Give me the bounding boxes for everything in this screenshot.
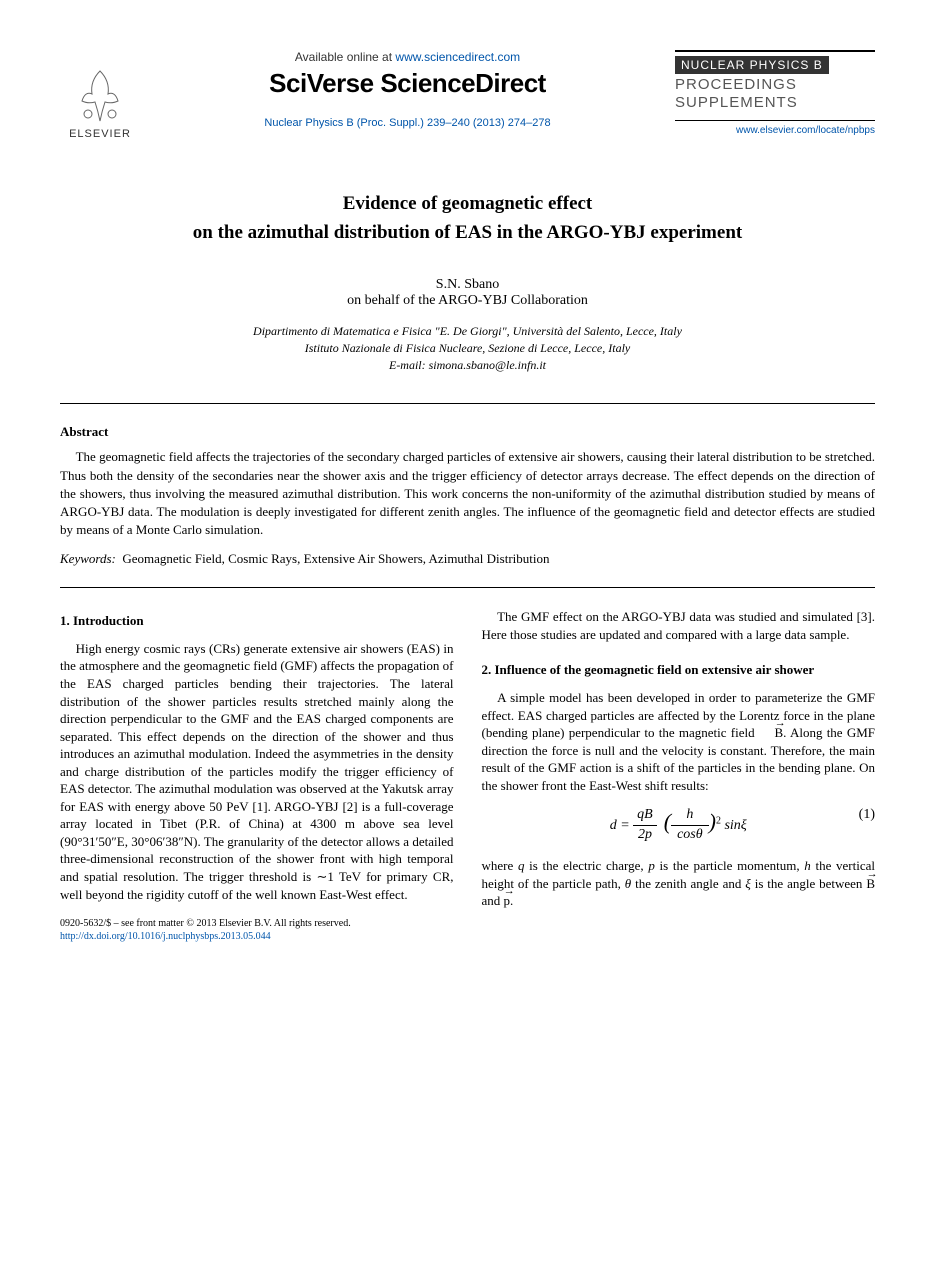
elsevier-tree-icon bbox=[70, 66, 130, 126]
rule-top bbox=[60, 403, 875, 404]
center-header: Available online at www.sciencedirect.co… bbox=[140, 50, 675, 129]
abstract-text: The geomagnetic field affects the trajec… bbox=[60, 448, 875, 539]
page-header: ELSEVIER Available online at www.science… bbox=[60, 50, 875, 140]
equation-1-body: d = qB2p (hcosθ)2 sinξ bbox=[610, 818, 747, 833]
doi-link[interactable]: http://dx.doi.org/10.1016/j.nuclphysbps.… bbox=[60, 931, 271, 942]
title-block: Evidence of geomagnetic effect on the az… bbox=[60, 190, 875, 247]
section-2-p1: A simple model has been developed in ord… bbox=[482, 689, 876, 794]
affiliation-1: Dipartimento di Matematica e Fisica "E. … bbox=[253, 324, 682, 338]
journal-subtitle: PROCEEDINGS SUPPLEMENTS bbox=[675, 76, 875, 112]
section-1-p2: The GMF effect on the ARGO-YBJ data was … bbox=[482, 608, 876, 643]
author-behalf: on behalf of the ARGO-YBJ Collaboration bbox=[347, 293, 588, 308]
available-online: Available online at www.sciencedirect.co… bbox=[160, 50, 655, 64]
paper-title: Evidence of geomagnetic effect on the az… bbox=[60, 190, 875, 247]
section-2-p2: where q is the electric charge, p is the… bbox=[482, 857, 876, 910]
copyright-text: 0920-5632/$ – see front matter © 2013 El… bbox=[60, 918, 351, 929]
equation-1: d = qB2p (hcosθ)2 sinξ (1) bbox=[482, 806, 876, 845]
keywords-line: Keywords: Geomagnetic Field, Cosmic Rays… bbox=[60, 551, 875, 567]
journal-badge: NUCLEAR PHYSICS B bbox=[675, 56, 829, 74]
left-column: 1. Introduction High energy cosmic rays … bbox=[60, 608, 454, 943]
footer-note: 0920-5632/$ – see front matter © 2013 El… bbox=[60, 917, 454, 943]
affiliation-email: E-mail: simona.sbano@le.infn.it bbox=[389, 358, 546, 372]
authors-block: S.N. Sbano on behalf of the ARGO-YBJ Col… bbox=[60, 277, 875, 309]
sciencedirect-link[interactable]: www.sciencedirect.com bbox=[395, 50, 520, 64]
section-2-heading: 2. Influence of the geomagnetic field on… bbox=[482, 661, 876, 679]
equation-1-number: (1) bbox=[859, 806, 875, 825]
sciverse-brand: SciVerse ScienceDirect bbox=[160, 68, 655, 99]
abstract-heading: Abstract bbox=[60, 424, 875, 440]
available-text: Available online at bbox=[295, 50, 396, 64]
affiliation-2: Istituto Nazionale di Fisica Nucleare, S… bbox=[305, 341, 630, 355]
section-1-heading: 1. Introduction bbox=[60, 612, 454, 630]
journal-url[interactable]: www.elsevier.com/locate/npbps bbox=[675, 120, 875, 136]
title-line1: Evidence of geomagnetic effect bbox=[343, 193, 593, 214]
badge-sub2: SUPPLEMENTS bbox=[675, 94, 798, 111]
right-column: The GMF effect on the ARGO-YBJ data was … bbox=[482, 608, 876, 943]
rule-bottom bbox=[60, 587, 875, 588]
keywords-text: Geomagnetic Field, Cosmic Rays, Extensiv… bbox=[122, 551, 549, 566]
section-1-p1: High energy cosmic rays (CRs) generate e… bbox=[60, 640, 454, 903]
body-columns: 1. Introduction High energy cosmic rays … bbox=[60, 608, 875, 943]
journal-branding: NUCLEAR PHYSICS B PROCEEDINGS SUPPLEMENT… bbox=[675, 50, 875, 136]
journal-reference[interactable]: Nuclear Physics B (Proc. Suppl.) 239–240… bbox=[160, 117, 655, 129]
elsevier-logo: ELSEVIER bbox=[60, 50, 140, 140]
title-line2: on the azimuthal distribution of EAS in … bbox=[193, 222, 742, 243]
badge-sub1: PROCEEDINGS bbox=[675, 76, 797, 93]
affiliation-block: Dipartimento di Matematica e Fisica "E. … bbox=[60, 323, 875, 373]
elsevier-label: ELSEVIER bbox=[69, 128, 131, 140]
author-name: S.N. Sbano bbox=[436, 277, 499, 292]
keywords-label: Keywords: bbox=[60, 551, 116, 566]
